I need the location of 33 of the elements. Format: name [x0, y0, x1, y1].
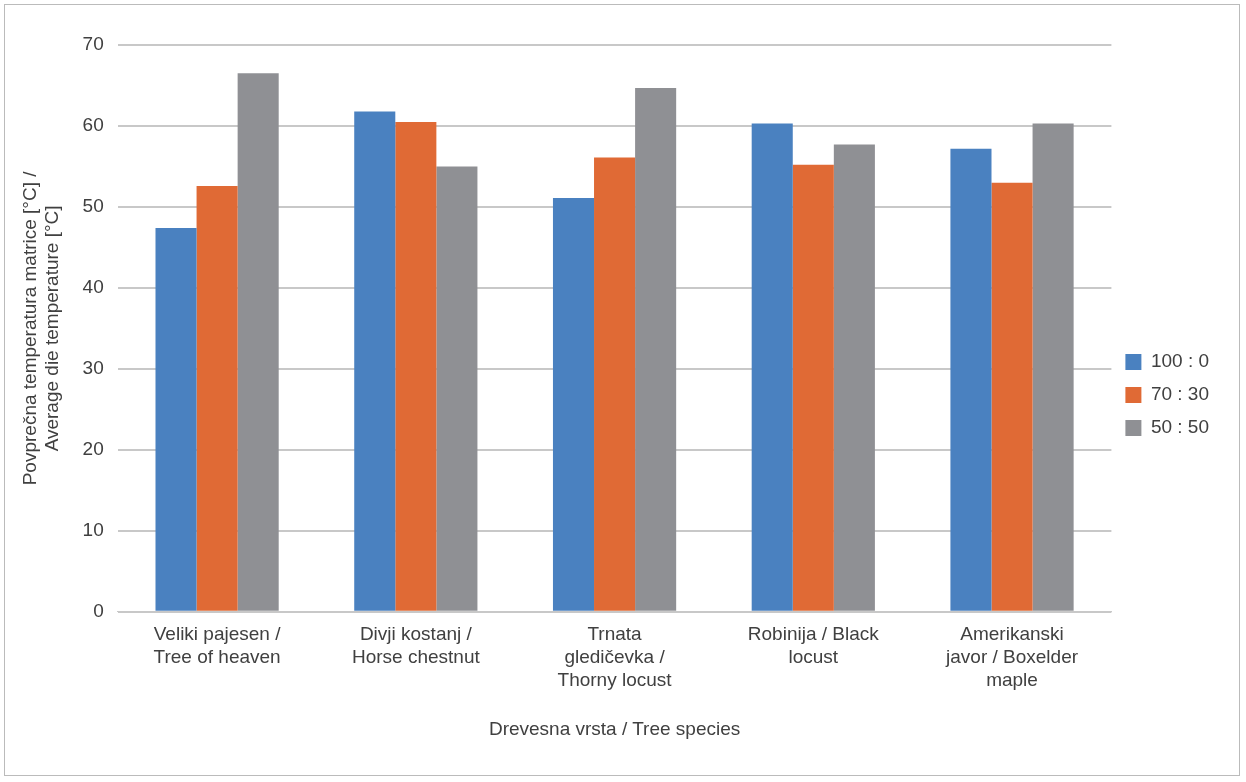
x-tick-label: Amerikanski javor / Boxelder maple	[945, 623, 1079, 691]
x-tick-label: Robinija / Black locust	[747, 623, 880, 668]
bar	[833, 144, 875, 611]
legend-label: 100 : 0	[1150, 350, 1210, 372]
bar	[635, 87, 677, 611]
bar	[196, 185, 238, 611]
x-tick-label: Veliki pajesen / Tree of heaven	[153, 623, 282, 668]
bar	[237, 73, 279, 611]
bar	[354, 111, 396, 611]
bar	[395, 121, 437, 611]
bar	[594, 157, 636, 611]
y-tick-label: 40	[82, 276, 104, 298]
bar	[792, 164, 834, 611]
y-axis-title: Povprečna temperatura matrice [°C] / Average die temperature [°C]	[18, 170, 63, 486]
bar	[1032, 123, 1074, 611]
y-tick-label: 70	[82, 33, 104, 55]
bar	[991, 182, 1033, 611]
bar	[436, 166, 478, 611]
x-tick-label: Trnata gledičevka / Thorny locust	[557, 623, 673, 691]
y-tick-label: 50	[82, 195, 104, 217]
bar	[155, 228, 197, 611]
x-axis-title: Drevesna vrsta / Tree species	[488, 717, 741, 739]
legend-label: 50 : 50	[1150, 416, 1210, 438]
y-tick-label: 0	[93, 600, 104, 622]
y-tick-label: 30	[82, 357, 104, 379]
y-tick-label: 60	[82, 114, 104, 136]
y-tick-label: 20	[82, 438, 104, 460]
x-tick-label: Divji kostanj / Horse chestnut	[351, 623, 481, 668]
bar	[751, 123, 793, 611]
y-tick-label: 10	[82, 519, 104, 541]
legend-label: 70 : 30	[1150, 383, 1210, 405]
bar	[552, 198, 595, 611]
bar	[950, 148, 992, 611]
